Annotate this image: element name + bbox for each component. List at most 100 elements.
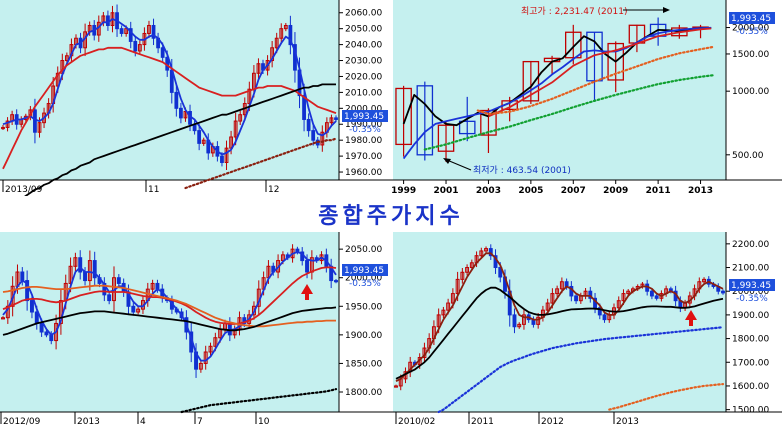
last-value-badge <box>729 279 775 291</box>
candle <box>455 278 460 295</box>
candle <box>395 87 412 146</box>
y-tick-label: 2100.00 <box>732 264 769 274</box>
chart-bottom-right: 1500.00 1600.00 1700.00 1800.00 1900.00 2000.… <box>391 232 782 429</box>
moving-average-line <box>24 83 336 196</box>
candles <box>394 244 725 391</box>
y-tick-label: 1960.00 <box>345 168 382 178</box>
candle <box>256 63 261 74</box>
candle <box>116 277 121 284</box>
candle <box>20 271 25 282</box>
x-tick-label: 11 <box>148 185 159 195</box>
candle <box>233 120 238 138</box>
moving-average-line <box>476 45 715 116</box>
last-value-text: 1,993.45 <box>344 112 384 122</box>
last-value-text: 1,993.45 <box>731 14 771 24</box>
candle <box>5 120 10 128</box>
x-tick-label: 2011 <box>471 417 494 427</box>
y-tick-label: 1850.00 <box>345 359 382 369</box>
moving-average-line <box>184 137 338 190</box>
y-tick-label: 2060.00 <box>345 9 382 19</box>
change-percent: -0.35% <box>349 279 381 289</box>
candle <box>480 109 497 136</box>
y-tick-label: 1900.00 <box>732 311 769 321</box>
candle <box>488 248 493 257</box>
plot-area <box>393 232 726 412</box>
candle <box>436 314 441 328</box>
candle <box>288 24 293 46</box>
moving-average-line <box>488 27 712 118</box>
candle <box>119 28 124 34</box>
candle <box>33 109 37 133</box>
candle <box>92 260 97 279</box>
candle <box>479 250 484 257</box>
x-tick-label: 2013 <box>77 417 100 427</box>
candle <box>247 88 252 105</box>
chart-top-right: 500.00 1000.00 1500.00 2000.00 1999 2001 2003 2… <box>391 0 782 196</box>
x-tick-label: 2003 <box>476 186 501 196</box>
red-up-arrow-icon <box>301 284 313 294</box>
candle <box>536 316 541 325</box>
candle <box>238 114 243 122</box>
x-tick-label: 2001 <box>433 186 458 196</box>
last-value-text: 1,993.45 <box>731 281 771 291</box>
y-tick-label: 1800.00 <box>345 388 382 398</box>
y-tick-label: 1980.00 <box>345 136 382 146</box>
last-value-badge <box>342 110 388 122</box>
candle <box>334 280 338 283</box>
y-tick-label: 500.00 <box>732 151 764 161</box>
candle <box>133 40 138 52</box>
candle <box>334 117 338 120</box>
candle <box>68 265 73 284</box>
candle <box>437 124 455 152</box>
candle <box>198 362 203 370</box>
moving-average-line <box>395 286 724 380</box>
moving-average-line <box>608 383 725 411</box>
candle <box>151 24 156 39</box>
change-percent: -0.35% <box>349 125 381 135</box>
x-tick-label: 2010/02 <box>398 417 435 427</box>
candle <box>1 126 5 130</box>
candle <box>201 139 206 144</box>
candle <box>179 107 183 119</box>
y-tick-label: 1600.00 <box>732 382 769 392</box>
candle <box>522 60 540 102</box>
candle <box>274 37 279 49</box>
candle <box>602 314 607 321</box>
candle <box>78 257 83 273</box>
candle <box>565 31 582 59</box>
moving-average-line <box>2 18 337 156</box>
candle <box>131 305 136 313</box>
candle <box>55 72 60 87</box>
chart-bottom-left-svg: 1800.00 1850.00 1900.00 1950.00 2000.00 2050.… <box>0 232 391 429</box>
y-tick-label: 1990.00 <box>345 120 382 130</box>
candle <box>279 28 284 39</box>
y-tick-label: 2010.00 <box>345 88 382 98</box>
moving-average-line <box>402 27 712 127</box>
candle <box>621 293 626 302</box>
chart-top-left: 1960.00 1970.00 1980.00 1990.00 2000.00 2010.… <box>0 0 391 196</box>
y-tick-label: 1700.00 <box>732 358 769 368</box>
candle <box>29 300 34 313</box>
candle <box>460 271 465 280</box>
candle <box>107 294 112 302</box>
candle <box>160 47 165 58</box>
candle <box>302 95 306 120</box>
candle <box>555 288 560 295</box>
chart-top-left-svg: 1960.00 1970.00 1980.00 1990.00 2000.00 2010.… <box>0 0 391 196</box>
y-tick-label: 2050.00 <box>345 245 382 255</box>
candle <box>183 111 188 119</box>
change-percent: -0.35% <box>736 27 768 37</box>
x-tick-label: 10 <box>258 417 270 427</box>
candle <box>203 351 208 364</box>
last-value-badge <box>342 264 388 276</box>
moving-average-line <box>180 388 338 414</box>
chart-bottom-left: 1800.00 1850.00 1900.00 1950.00 2000.00 2050.… <box>0 232 391 429</box>
candle <box>649 290 654 297</box>
x-tick-label: 2013 <box>616 417 639 427</box>
candle <box>270 47 275 62</box>
x-tick-label: 7 <box>197 417 203 427</box>
candle <box>626 290 631 295</box>
x-tick-label: 12 <box>268 185 279 195</box>
y-tick-label: 1950.00 <box>345 302 382 312</box>
chart-bottom-right-svg: 1500.00 1600.00 1700.00 1800.00 1900.00 2000.… <box>391 232 782 429</box>
